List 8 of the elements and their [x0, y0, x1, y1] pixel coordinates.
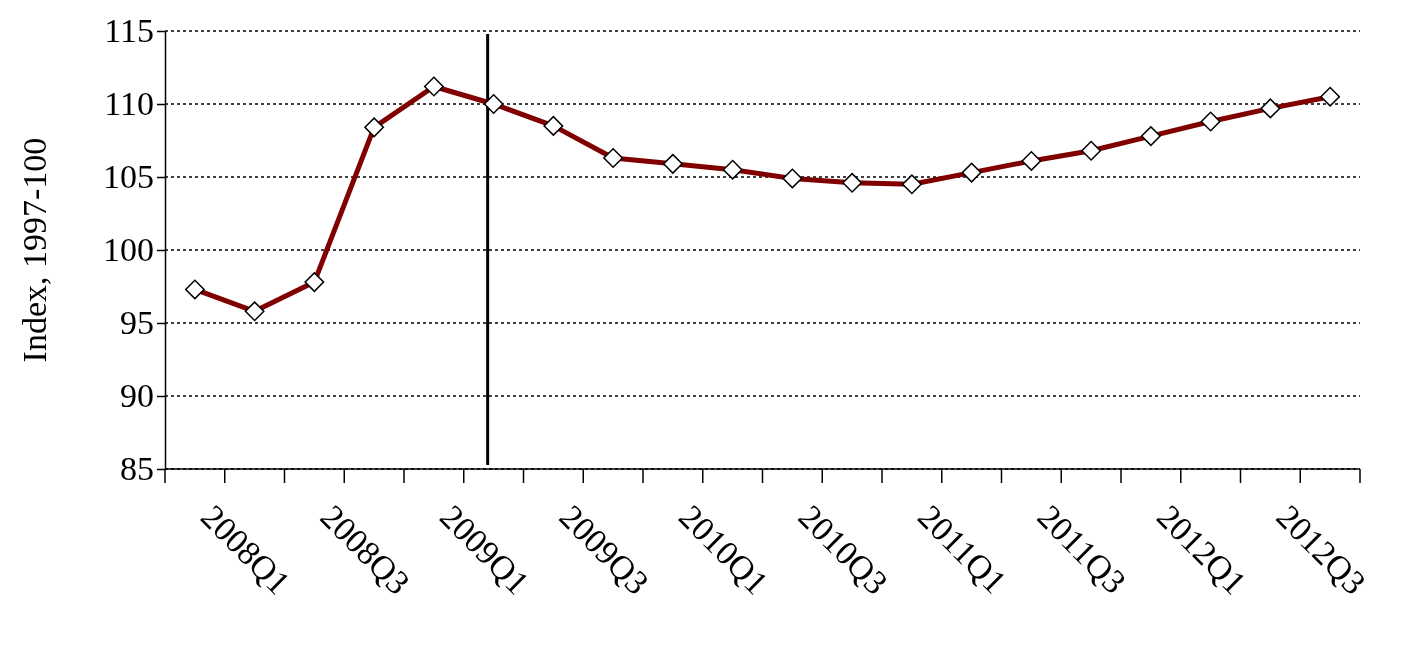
y-tick-label: 85: [120, 450, 154, 488]
y-tick-label: 105: [103, 158, 154, 196]
y-tick-label: 100: [103, 231, 154, 269]
y-tick-label: 115: [104, 12, 154, 50]
y-tick-label: 90: [120, 377, 154, 415]
y-axis-title: Index, 1997-100: [16, 137, 53, 363]
y-tick-label: 110: [104, 85, 154, 123]
y-tick-label: 95: [120, 304, 154, 342]
